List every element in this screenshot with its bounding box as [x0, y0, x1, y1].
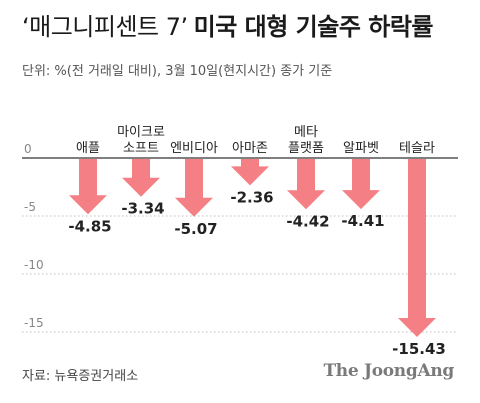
y-tick-label: 0	[24, 142, 32, 156]
category-label: 아마존	[232, 141, 268, 156]
unit-note: 단위: %(전 거래일 대비), 3월 10일(현지시간) 종가 기준	[22, 64, 333, 79]
category-label: 애플	[76, 141, 100, 156]
chart-title: ‘매그니피센트 7’ 미국 대형 기술주 하락률	[22, 10, 434, 44]
y-tick-label: -10	[24, 258, 44, 272]
publisher-logo: The JoongAng	[323, 361, 454, 381]
title-main-part: 미국 대형 기술주 하락률	[193, 13, 434, 41]
bar-arrow	[287, 159, 325, 210]
data-value-label: -5.07	[174, 220, 217, 238]
data-value-label: -3.34	[121, 200, 164, 218]
bar-arrow	[122, 159, 160, 197]
data-value-label: -4.42	[286, 212, 329, 230]
category-label: 테슬라	[399, 141, 435, 156]
bar-arrow	[175, 159, 213, 217]
source-note: 자료: 뉴욕증권거래소	[22, 369, 139, 384]
data-value-label: -4.85	[68, 217, 111, 235]
category-label: 메타 플랫폼	[288, 125, 324, 156]
data-value-label: -4.41	[341, 212, 384, 230]
bar-arrow	[69, 159, 107, 215]
data-value-label: -2.36	[230, 188, 273, 206]
title-quote-part: ‘매그니피센트 7’	[22, 13, 188, 41]
data-value-label: -15.43	[392, 340, 446, 358]
category-label: 마이크로 소프트	[117, 125, 165, 156]
y-tick-label: -15	[24, 316, 44, 330]
bar-arrow	[398, 159, 436, 337]
category-label: 엔비디아	[170, 141, 218, 156]
bar-arrow	[342, 159, 380, 210]
bar-arrow	[231, 159, 269, 186]
y-tick-label: -5	[24, 200, 36, 214]
category-label: 알파벳	[343, 141, 379, 156]
